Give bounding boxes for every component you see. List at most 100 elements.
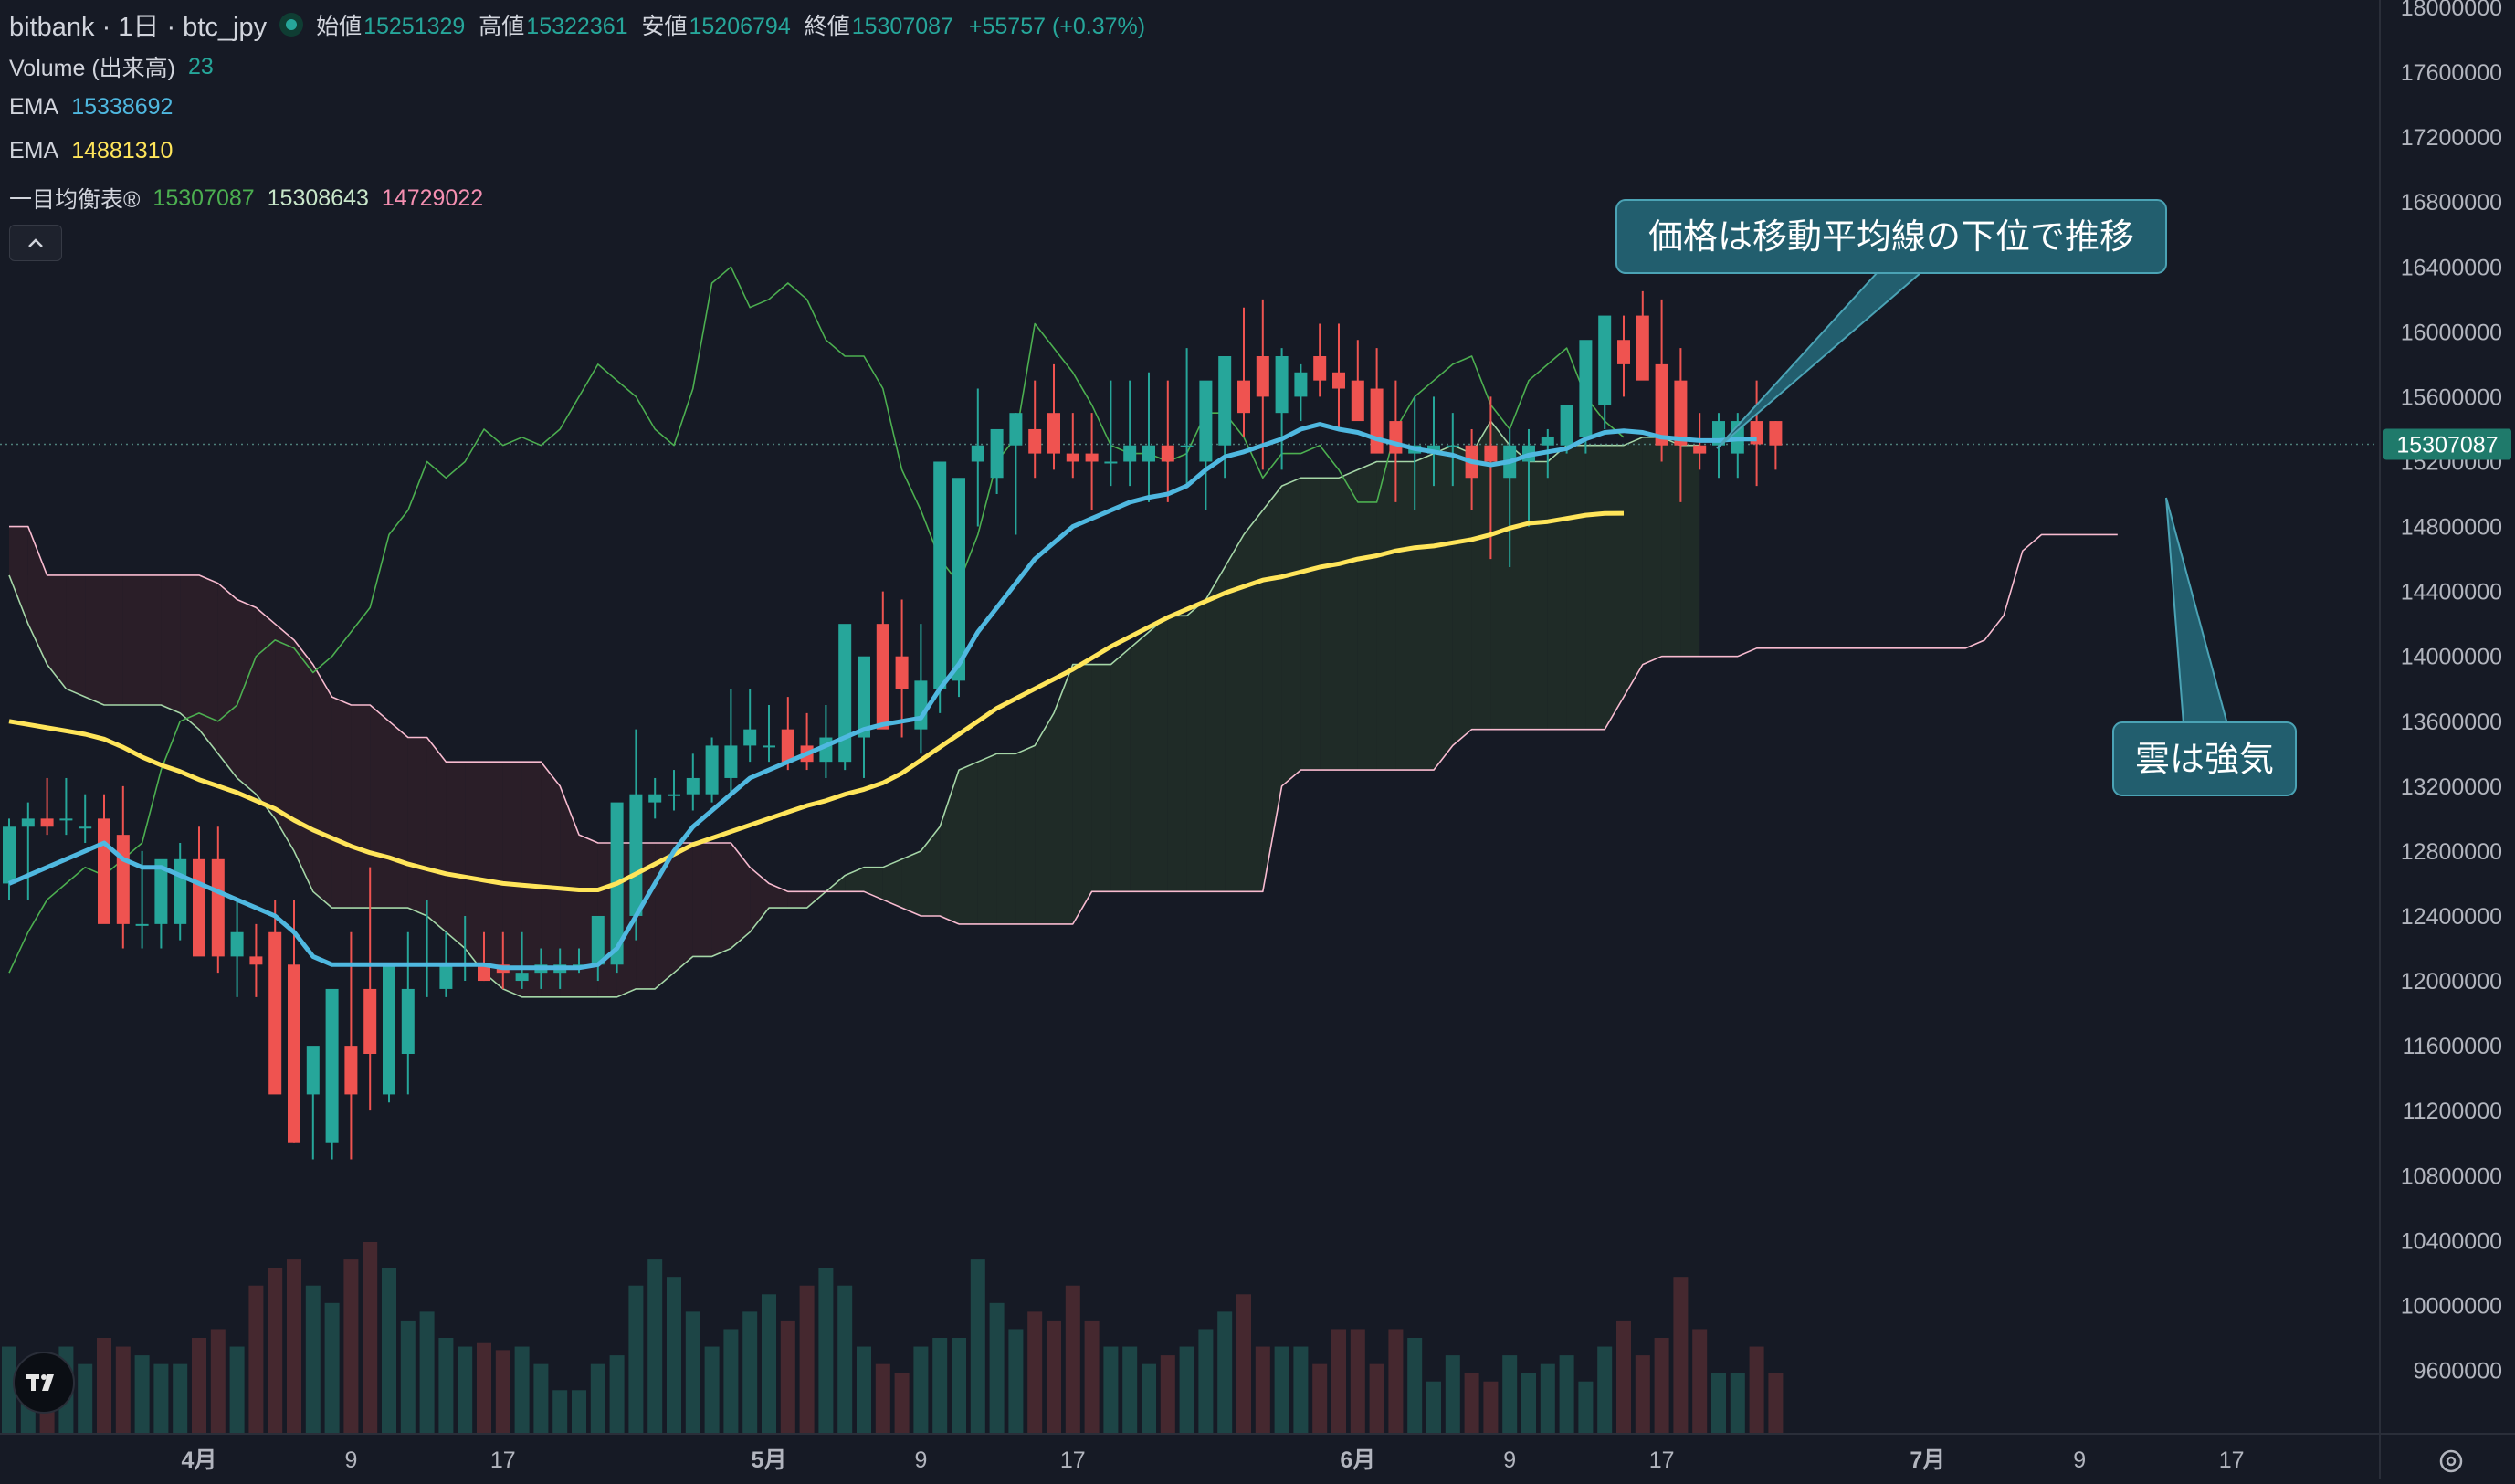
time-axis-label: 17 [490,1447,516,1473]
symbol-title[interactable]: bitbank · 1日 · btc_jpy [9,13,268,42]
cloud-segment [122,574,142,705]
volume-bar [533,1363,549,1434]
volume-bar [97,1338,111,1434]
candle-body [1769,421,1783,446]
candle-body [1598,315,1612,405]
open-value: 15251329 [363,14,466,39]
candle [1598,315,1612,429]
cloud-segment [27,526,47,665]
cloud-segment [864,867,883,900]
candle-body [1636,315,1649,381]
volume-bar [1065,1285,1080,1434]
cloud-segment [560,785,579,997]
candle [1313,323,1327,397]
cloud-segment [426,737,447,932]
candle-body [1161,445,1174,462]
volume-bar [1312,1363,1328,1434]
volume-bar [78,1363,93,1434]
candle [895,599,909,738]
candle-body [1541,437,1554,446]
candle [838,624,852,771]
candle-body [858,656,870,738]
cloud-segment [1225,534,1244,892]
cloud-segment [1130,632,1149,892]
volume-bar [894,1373,910,1434]
volume-bar [590,1363,605,1434]
candle [990,428,1004,495]
cloud-segment [465,762,484,974]
candle-body [325,988,339,1143]
ema-fast-legend[interactable]: EMA 15338692 [9,94,173,121]
collapse-legend-button[interactable] [9,225,62,261]
cloud-segment [1281,478,1301,786]
volume-bar [647,1259,663,1434]
cloud-segment [407,737,427,916]
last-price-tag-label: 15307087 [2396,432,2498,458]
cloud-segment [731,843,751,949]
volume-bar [1540,1363,1555,1434]
volume-bar [514,1346,530,1434]
volume-bar [1654,1338,1669,1434]
tradingview-logo-icon[interactable] [13,1352,75,1414]
volume-bar [1502,1355,1518,1434]
cloud-segment [1186,599,1206,892]
gear-icon[interactable] [2433,1443,2469,1479]
volume-legend[interactable]: Volume (出来高) 23 [9,50,214,83]
cloud-segment [1642,437,1662,665]
ichimoku-legend-label: 一目均衡表® [9,187,141,213]
time-axis-labels: 4月 9 17 5月 9 17 6月 9 17 7月 9 17 [182,1447,2245,1473]
cloud-annotation-pointer [2165,497,2228,725]
volume-bar [799,1285,815,1434]
candle [59,777,73,836]
cloud-segment [1300,478,1321,771]
cloud-segment [541,762,561,997]
volume-bar [210,1329,226,1434]
volume-bar [458,1346,473,1434]
candle-body [1142,445,1155,462]
price-axis-tick: 12400000 [2401,904,2502,930]
candle-body [1009,413,1023,446]
volume-bar [1236,1294,1251,1434]
cloud-segment [996,753,1016,924]
volume-bar [1445,1355,1460,1434]
cloud-segment [1661,437,1681,657]
time-axis-label: 6月 [1340,1447,1375,1473]
candle-body [306,1046,320,1095]
time-axis-label: 9 [2073,1447,2086,1473]
volume-bar [268,1268,283,1434]
candle-body [1218,356,1232,446]
volume-bars [2,1242,1784,1434]
ema-slow-legend[interactable]: EMA 14881310 [9,138,173,164]
volume-bar [134,1355,150,1434]
volume-bar [1217,1311,1233,1434]
candle [1009,413,1023,535]
candle-body [1028,428,1042,454]
open-label: 始値 [316,14,363,39]
candle-body [268,931,282,1095]
candle [1047,363,1060,470]
cloud-segment [1054,664,1073,924]
chart-header: bitbank · 1日 · btc_jpy 始値15251329 高値1532… [9,5,1152,44]
cloud-segment [370,705,389,909]
volume-bar [742,1311,758,1434]
candle [705,737,719,803]
candle-body [193,858,205,957]
candle [211,826,225,974]
price-annotation-text: 価格は移動平均線の下位で推移 [1648,216,2134,257]
ichimoku-legend[interactable]: 一目均衡表® 15307087 15308643 14729022 [9,182,483,215]
cloud-segment [1091,664,1111,892]
price-axis-tick: 9600000 [2414,1358,2502,1384]
volume-bar [837,1285,853,1434]
candle [1237,307,1250,437]
cloud-segment [199,574,218,754]
candle [591,915,605,982]
cloud-segment [294,639,313,892]
price-axis-tick: 18000000 [2401,0,2502,21]
candle-body [1370,388,1384,454]
volume-bar [1293,1346,1309,1434]
candle [1085,413,1099,510]
volume-bar [248,1285,264,1434]
candle-body [59,818,73,821]
candle-body [895,656,909,689]
